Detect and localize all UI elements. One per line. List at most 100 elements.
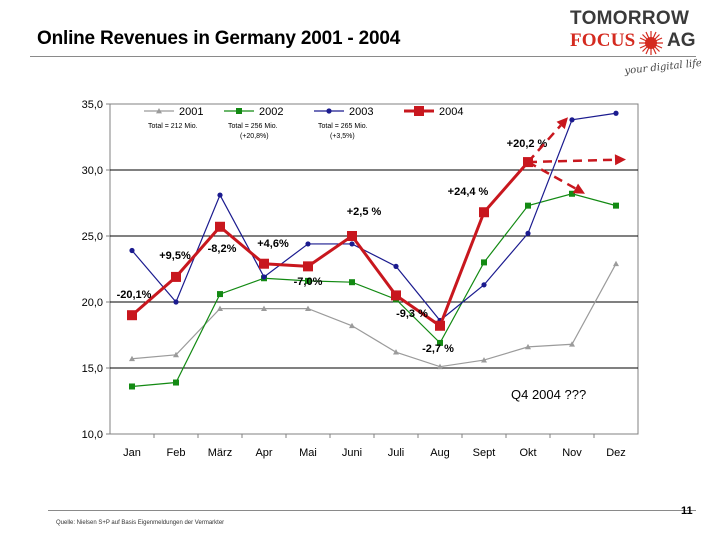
y-tick-label: 30,0 xyxy=(82,165,103,177)
data-point xyxy=(173,379,179,386)
revenue-chart: 10,0 15,0 20,0 25,0 30,0 35,0 Jan Feb März Apr Mai… xyxy=(82,99,639,459)
y-tick-label: 15,0 xyxy=(82,363,103,375)
y-tick-label: 20,0 xyxy=(82,297,103,309)
legend-total: Total = 265 Mio. xyxy=(318,123,368,130)
data-point xyxy=(217,305,223,311)
data-point xyxy=(236,108,242,114)
forecast-arrow-line xyxy=(527,158,616,164)
forecast-arrow-head xyxy=(556,117,568,130)
data-point xyxy=(156,108,162,114)
data-point xyxy=(393,263,399,269)
logo-sun-icon xyxy=(639,31,663,55)
data-point xyxy=(173,299,179,305)
data-point xyxy=(303,261,313,272)
data-point xyxy=(305,305,311,311)
data-point xyxy=(349,279,355,286)
data-point xyxy=(261,305,267,311)
data-point xyxy=(525,230,531,236)
pct-annotation: +20,2 % xyxy=(507,138,548,150)
y-tick-label: 25,0 xyxy=(82,231,103,243)
page-number: 11 xyxy=(681,505,693,517)
x-tick-label: Mai xyxy=(299,447,317,459)
data-point xyxy=(305,277,311,284)
pct-annotation: -7,0% xyxy=(294,276,323,288)
data-point xyxy=(129,355,135,362)
pct-annotation: +9,5% xyxy=(159,250,191,262)
x-tick-label: Sept xyxy=(473,447,496,459)
data-point xyxy=(217,192,223,198)
forecast-arrow-head xyxy=(572,183,585,194)
legend-label: 2001 xyxy=(179,106,203,118)
data-point xyxy=(481,282,487,288)
x-tick-label: Juni xyxy=(342,447,362,459)
data-point xyxy=(391,290,401,301)
pct-annotation: -2,7 % xyxy=(422,343,454,355)
x-tick-label: Apr xyxy=(255,447,272,459)
pct-annotation: +4,6% xyxy=(257,238,289,250)
data-point xyxy=(525,343,531,350)
pct-annotation: -20,1% xyxy=(117,289,152,301)
x-tick-label: Nov xyxy=(562,447,582,459)
forecast-arrow-line xyxy=(527,160,576,190)
data-point xyxy=(171,271,181,282)
data-point xyxy=(173,351,179,358)
logo-suffix: AG xyxy=(667,30,696,51)
data-point xyxy=(479,207,489,218)
series-line-2003 xyxy=(131,112,617,322)
legend-label: 2002 xyxy=(259,106,283,118)
forecast-arrow-line xyxy=(527,124,562,163)
data-point xyxy=(569,117,575,123)
legend-total: Total = 256 Mio. xyxy=(228,123,278,130)
data-point xyxy=(129,383,135,390)
data-point xyxy=(127,310,137,321)
source-note: Quelle: Nielsen S+P auf Basis Eigenmeldu… xyxy=(56,520,225,526)
pct-annotation: +24,4 % xyxy=(448,186,489,198)
data-point xyxy=(569,190,575,197)
data-point xyxy=(613,202,619,209)
data-point xyxy=(326,108,332,114)
x-tick-label: Feb xyxy=(167,447,186,459)
series-2002 xyxy=(129,190,619,390)
pct-annotation: +2,5 % xyxy=(347,206,382,218)
x-tick-label: März xyxy=(208,447,232,459)
footer-divider xyxy=(48,510,696,511)
x-tick-label: Aug xyxy=(430,447,450,459)
data-point xyxy=(305,241,311,247)
data-point xyxy=(215,221,225,232)
legend-growth: (+20,8%) xyxy=(240,133,269,140)
data-point xyxy=(525,202,531,209)
data-point xyxy=(261,274,267,280)
y-tick-label: 10,0 xyxy=(82,429,103,441)
legend-label: 2003 xyxy=(349,106,373,118)
data-point xyxy=(613,110,619,116)
data-point xyxy=(437,363,443,370)
legend-growth: (+3,5%) xyxy=(330,133,355,140)
data-point xyxy=(435,320,445,331)
data-point xyxy=(349,322,355,329)
legend-label: 2004 xyxy=(439,106,463,118)
series-line-2004 xyxy=(131,161,530,329)
y-tick-label: 35,0 xyxy=(82,99,103,111)
x-tick-label: Dez xyxy=(606,447,626,459)
pct-annotation: -8,2% xyxy=(208,243,237,255)
series-2001 xyxy=(129,260,619,370)
pct-annotation: -9,3 % xyxy=(396,308,428,320)
logo-line1: TOMORROW xyxy=(570,8,690,29)
data-point xyxy=(259,258,269,269)
data-point xyxy=(347,231,357,241)
data-point xyxy=(217,291,223,298)
data-point xyxy=(129,247,135,254)
title-divider xyxy=(30,56,696,57)
logo-line2: FOCUS xyxy=(570,30,636,51)
series-line-2001 xyxy=(131,263,617,368)
x-tick-label: Jan xyxy=(123,447,141,459)
x-tick-label: Okt xyxy=(519,447,536,459)
series-2004 xyxy=(127,157,533,331)
forecast-arrow-head xyxy=(614,154,626,166)
page-title: Online Revenues in Germany 2001 - 2004 xyxy=(37,28,401,49)
data-point xyxy=(393,349,399,355)
q4-note: Q4 2004 ??? xyxy=(511,387,587,402)
data-point xyxy=(569,341,575,347)
data-point xyxy=(437,339,443,346)
data-point xyxy=(349,241,355,247)
